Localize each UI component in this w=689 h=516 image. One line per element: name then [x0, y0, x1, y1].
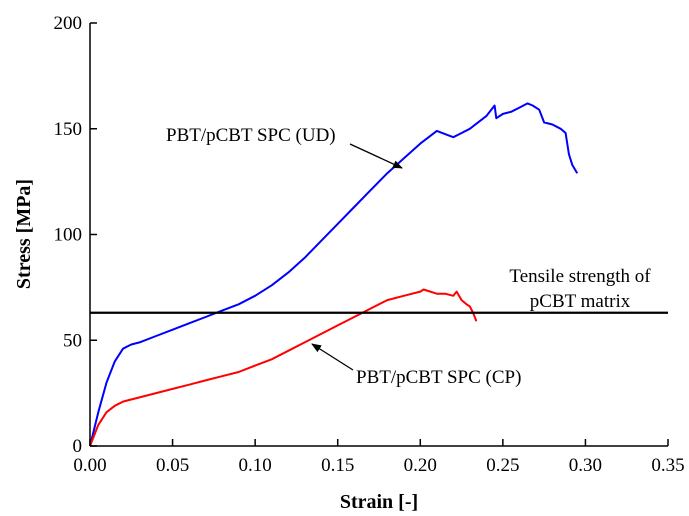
annotation-ud-arrow	[349, 143, 403, 169]
axes: 0.00 0.05 0.10 0.15 0.20 0.25 0.30 0.35 0 50 100 1…	[54, 13, 685, 476]
annotation-matrix-line1: Tensile strength of	[509, 266, 651, 287]
series-layer	[89, 102, 579, 447]
y-tick-label: 150	[54, 119, 83, 140]
x-tick-label: 0.15	[321, 455, 354, 476]
x-axis-title: Strain [-]	[340, 491, 418, 513]
x-tick-label: 0.35	[651, 455, 684, 476]
y-ticks: 0 50 100 150 200	[54, 13, 97, 457]
series-line	[89, 102, 579, 447]
y-axis-title: Stress [MPa]	[13, 179, 35, 289]
y-tick-label: 0	[73, 436, 83, 457]
annotation-cp-arrow	[311, 343, 354, 371]
series-line	[89, 288, 478, 447]
y-tick-label: 50	[63, 330, 82, 351]
annotation-matrix-line2: pCBT matrix	[530, 291, 631, 312]
x-tick-label: 0.00	[73, 455, 106, 476]
x-tick-label: 0.05	[156, 455, 189, 476]
x-tick-label: 0.30	[569, 455, 602, 476]
y-tick-label: 100	[54, 225, 83, 246]
x-tick-label: 0.25	[486, 455, 519, 476]
annotation-cp-label: PBT/pCBT SPC (CP)	[356, 367, 521, 388]
x-tick-label: 0.10	[239, 455, 272, 476]
y-tick-label: 200	[54, 13, 83, 34]
x-tick-label: 0.20	[404, 455, 437, 476]
x-ticks: 0.00 0.05 0.10 0.15 0.20 0.25 0.30 0.35	[73, 439, 685, 476]
annotation-ud-label: PBT/pCBT SPC (UD)	[166, 125, 336, 146]
